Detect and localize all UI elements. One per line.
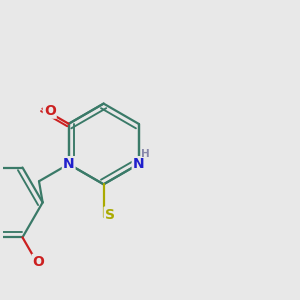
Text: S: S — [105, 208, 115, 221]
Text: N: N — [133, 157, 144, 171]
Text: N: N — [63, 157, 74, 171]
Text: O: O — [33, 255, 45, 269]
Text: H: H — [141, 149, 150, 159]
Text: O: O — [44, 104, 56, 118]
